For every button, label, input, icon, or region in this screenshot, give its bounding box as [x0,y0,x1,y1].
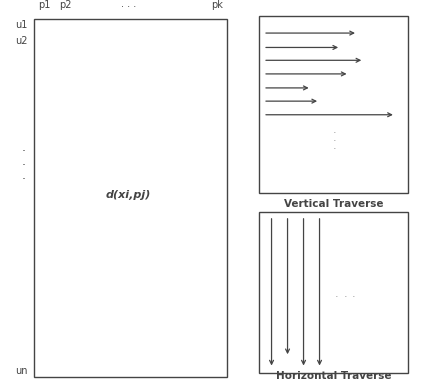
Text: u1: u1 [15,20,27,30]
Text: .: . [333,133,336,143]
Text: .: . [21,155,25,168]
Text: .: . [21,141,25,154]
Text: .: . [352,289,355,299]
Bar [34,19,227,377]
Text: .: . [335,289,338,299]
Text: p1: p1 [38,0,51,10]
Text: .: . [333,125,336,135]
Bar [259,16,408,193]
Text: d(xi,pj): d(xi,pj) [106,189,151,200]
Text: pk: pk [211,0,223,10]
Text: u2: u2 [15,36,27,46]
Text: .: . [333,141,336,151]
Text: Vertical Traverse: Vertical Traverse [284,199,383,209]
Text: un: un [15,366,27,377]
Text: .: . [344,289,347,299]
Text: . . .: . . . [121,0,136,9]
Text: p2: p2 [59,0,72,10]
Text: .: . [21,168,25,182]
Bar [259,212,408,373]
Text: Horizontal Traverse: Horizontal Traverse [276,371,391,381]
